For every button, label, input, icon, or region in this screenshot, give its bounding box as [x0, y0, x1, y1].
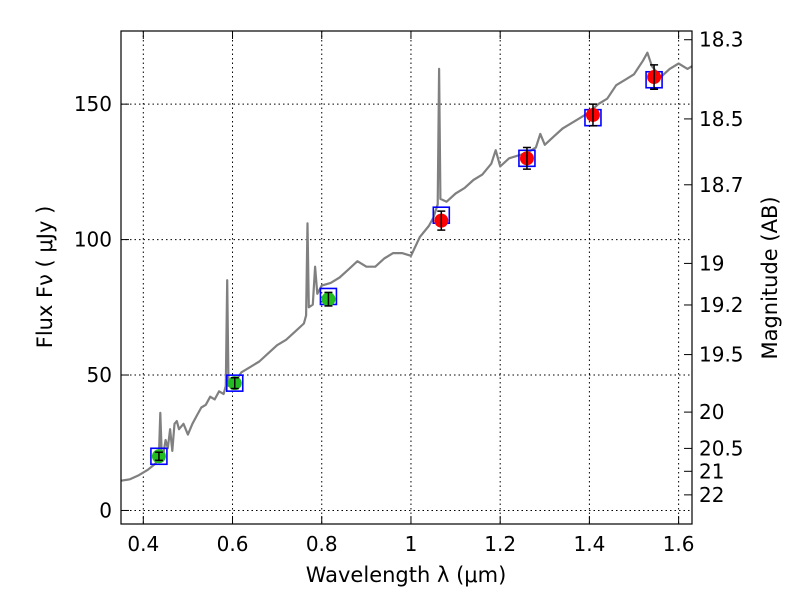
x-tick-label: 0.4 — [127, 532, 159, 556]
y-axis-label: Flux Fν ( μJy ) — [33, 206, 57, 349]
y2-tick-label: 22 — [699, 483, 724, 507]
x-tick-label: 1.4 — [573, 532, 605, 556]
synthetic-photometry-square — [150, 447, 168, 466]
y2-axis-label: Magnitude (AB) — [758, 196, 782, 359]
y-tick-label: 150 — [74, 92, 112, 116]
y-tick-label: 0 — [99, 498, 112, 522]
synthetic-photometry-square — [225, 374, 244, 392]
x-axis-label: Wavelength λ (μm) — [306, 563, 507, 587]
y2-tick-label: 19.5 — [699, 343, 744, 367]
y2-tick-label: 18.5 — [699, 107, 744, 131]
photometry-markers — [150, 64, 663, 466]
x-tick-label: 1.6 — [663, 532, 695, 556]
model-spectrum-line — [121, 51, 692, 482]
x-tick-label: 1 — [405, 532, 418, 556]
y2-tick-label: 18.7 — [699, 173, 744, 197]
y2-tick-label: 21 — [699, 459, 724, 483]
y-tick-label: 50 — [87, 363, 112, 387]
x-tick-label: 1.2 — [484, 532, 516, 556]
x-tick-label: 0.6 — [217, 532, 249, 556]
y2-tick-label: 18.3 — [699, 28, 744, 52]
axis-ticks: 0.4 0.6 0.8 1 1.2 1.4 1.6 0 50 100 150 18.3 18.5 18.7… — [74, 28, 744, 556]
y2-tick-label: 20.5 — [699, 436, 744, 460]
y2-tick-label: 19 — [699, 251, 724, 275]
x-tick-label: 0.8 — [306, 532, 338, 556]
y2-tick-label: 19.2 — [699, 293, 744, 317]
y2-tick-label: 20 — [699, 400, 724, 424]
y-tick-label: 100 — [74, 228, 112, 252]
plot-frame — [120, 30, 693, 525]
grid-lines — [121, 31, 692, 524]
